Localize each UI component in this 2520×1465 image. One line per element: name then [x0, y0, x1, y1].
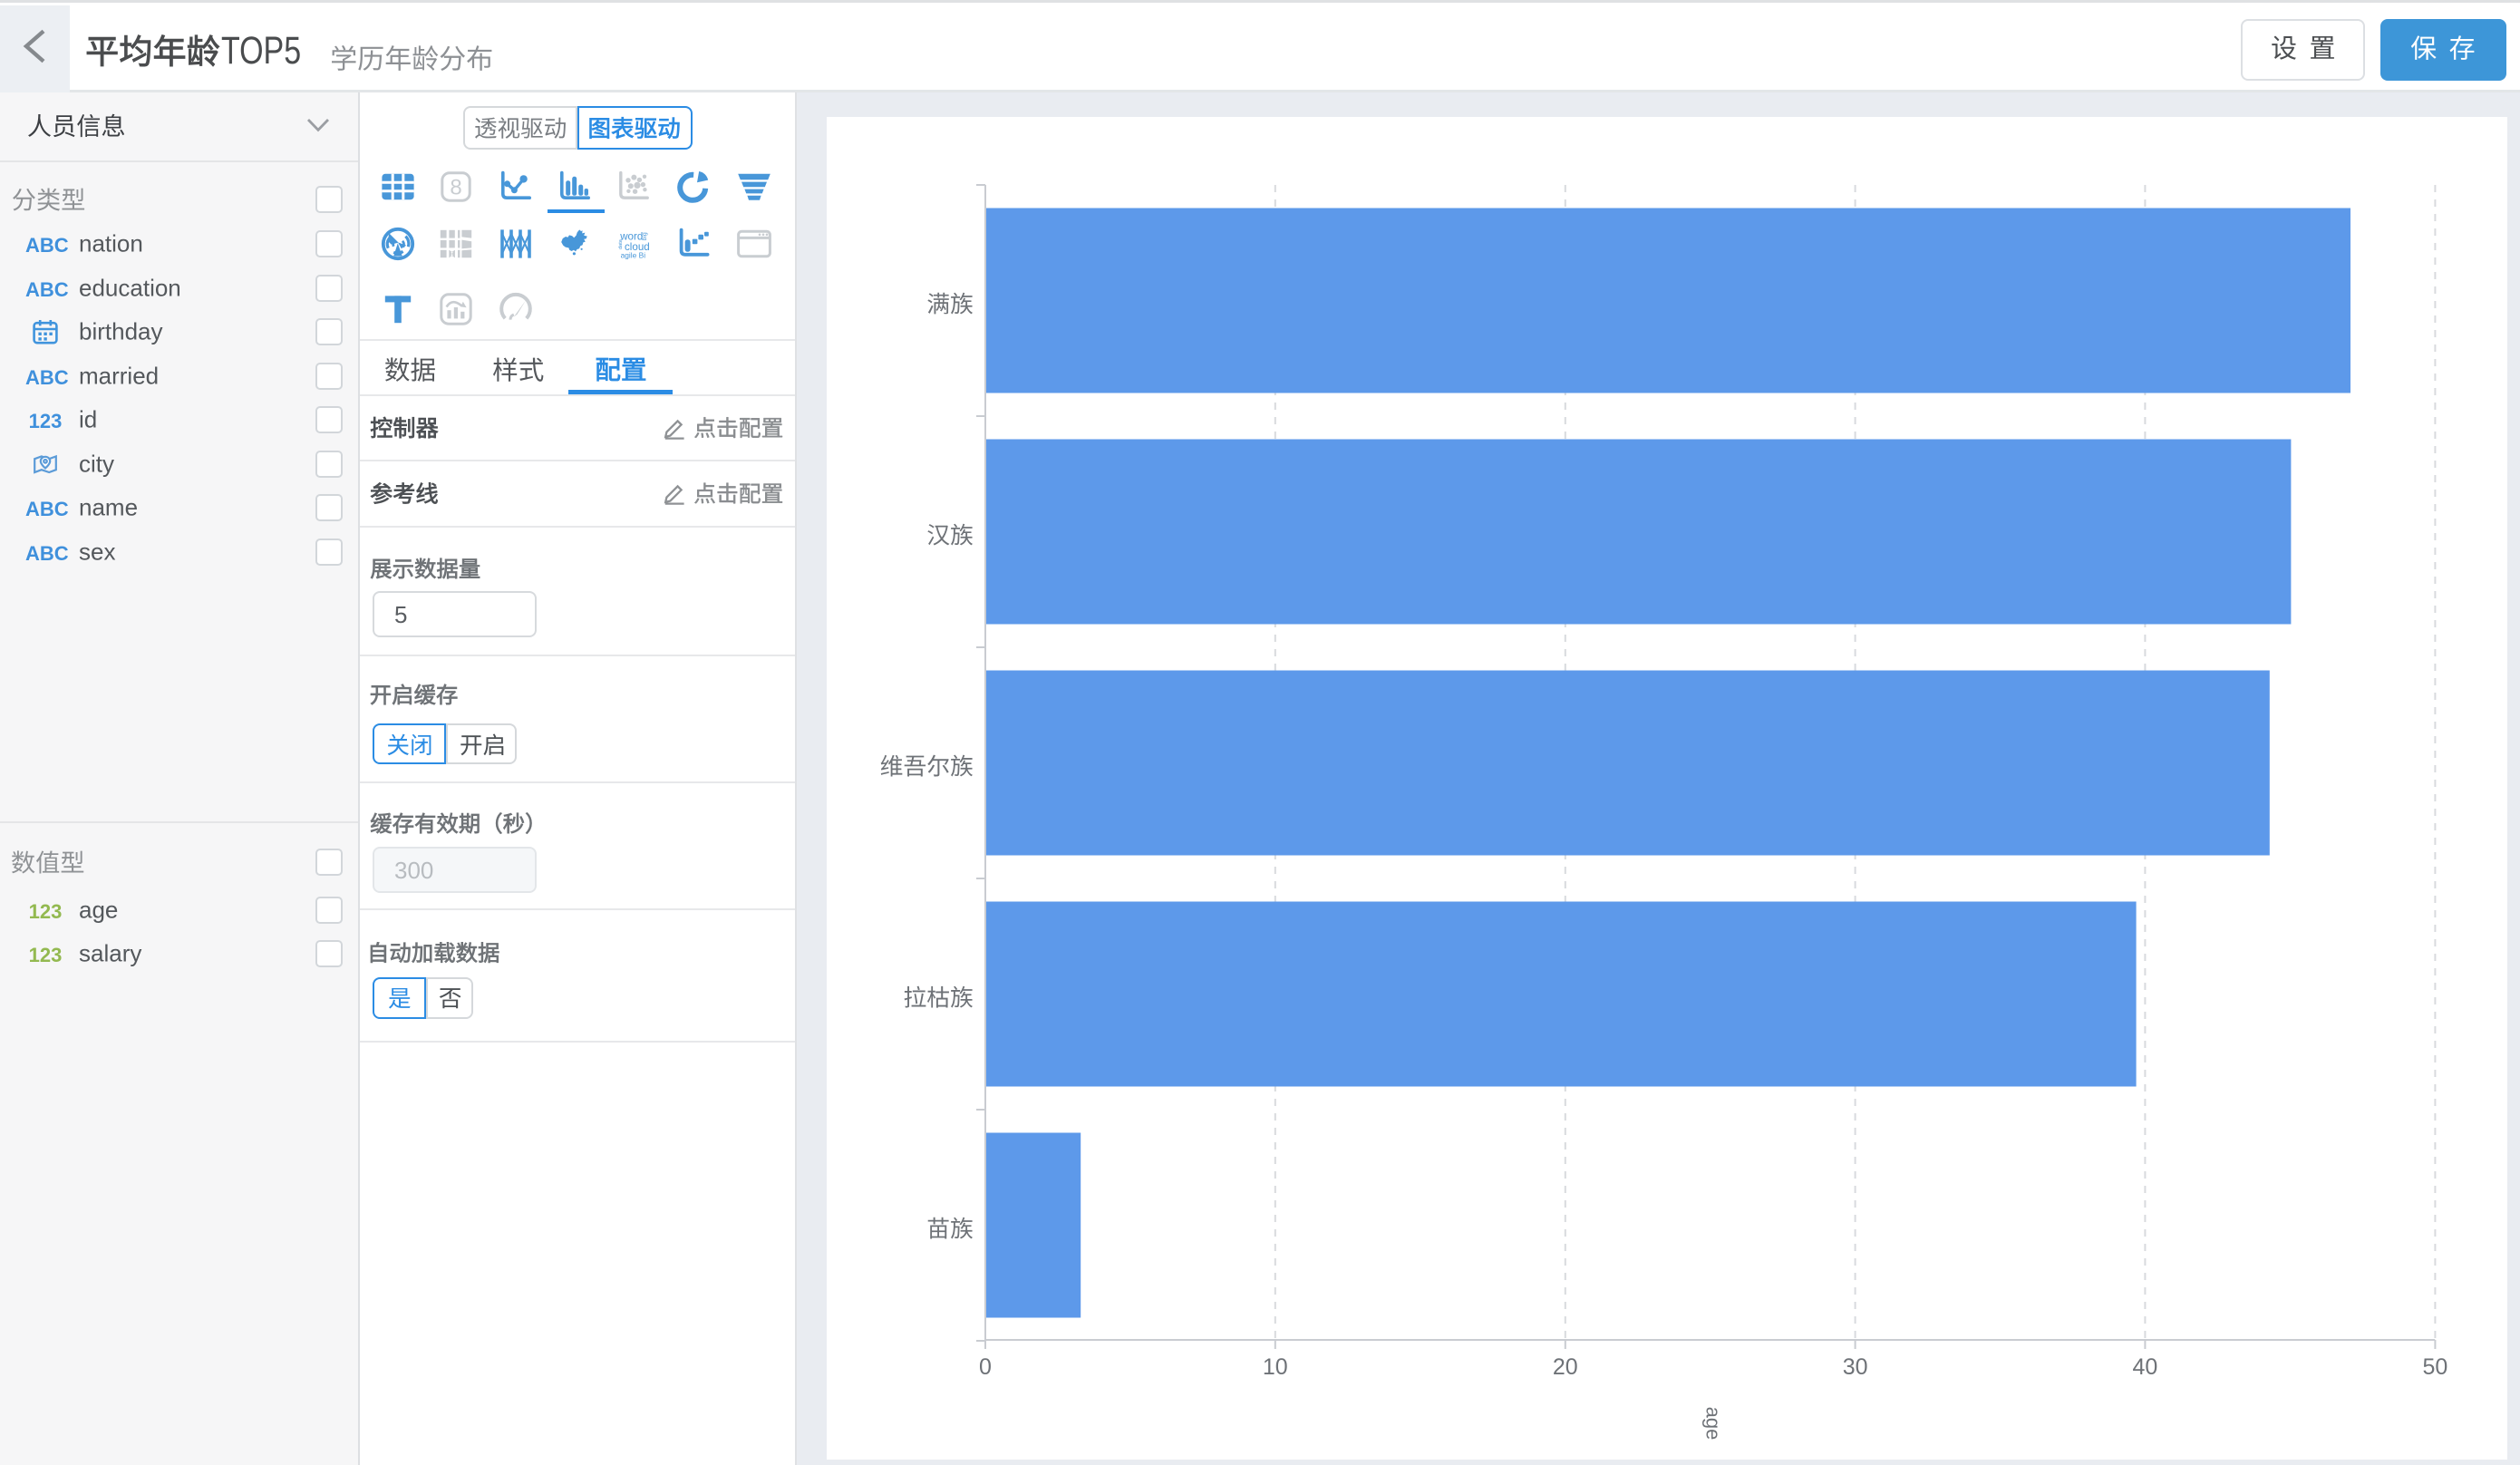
- svg-text:big: big: [642, 232, 648, 240]
- svg-text:agile Bi: agile Bi: [621, 251, 646, 260]
- svg-text:data: data: [618, 238, 624, 249]
- svg-text:cloud: cloud: [625, 241, 650, 253]
- svg-text:word: word: [619, 231, 643, 243]
- svg-text:8: 8: [450, 175, 461, 199]
